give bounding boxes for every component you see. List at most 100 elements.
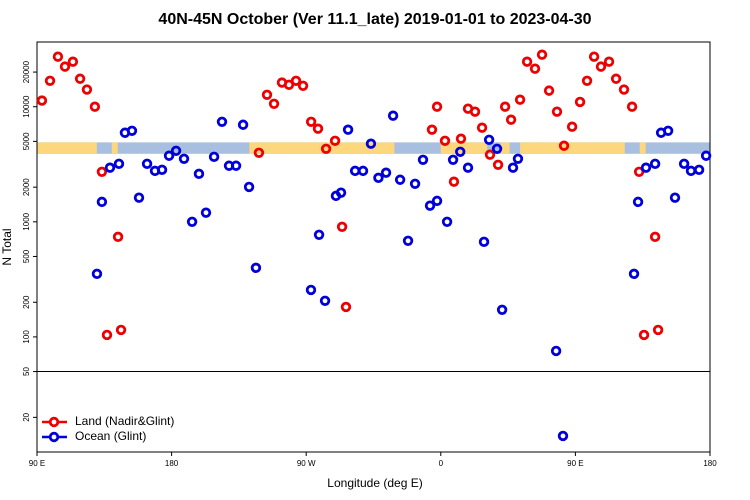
point — [649, 231, 661, 243]
point — [700, 150, 712, 161]
point — [156, 164, 168, 176]
point — [268, 98, 280, 110]
point — [141, 158, 153, 170]
point — [297, 80, 309, 91]
point — [36, 95, 48, 106]
point — [312, 123, 324, 134]
point — [455, 133, 467, 144]
point — [409, 178, 421, 189]
point — [618, 84, 630, 95]
point — [373, 172, 384, 184]
point — [638, 329, 650, 341]
land-band — [111, 142, 118, 154]
point — [439, 135, 451, 146]
point — [551, 106, 563, 117]
x-tick-label: 180 — [703, 459, 717, 468]
point — [91, 268, 103, 280]
point — [431, 195, 443, 207]
point — [640, 162, 652, 173]
point — [216, 116, 228, 127]
point — [365, 138, 377, 149]
point — [81, 84, 93, 95]
point — [115, 324, 127, 336]
plot-frame — [36, 41, 711, 453]
point — [426, 124, 438, 135]
point — [380, 167, 392, 178]
point — [101, 329, 113, 341]
y-tick-label: 500 — [22, 249, 31, 263]
y-tick-label: 200 — [22, 295, 31, 309]
point — [455, 146, 466, 157]
point — [431, 101, 443, 112]
point — [424, 200, 436, 211]
point — [74, 73, 86, 84]
point — [208, 151, 220, 163]
chart-title: 40N-45N October (Ver 11.1_late) 2019-01-… — [158, 11, 591, 28]
point — [243, 181, 255, 193]
point — [335, 187, 347, 198]
point — [305, 116, 317, 127]
point — [581, 75, 593, 86]
point — [104, 162, 116, 173]
point — [632, 196, 644, 208]
point — [126, 125, 138, 136]
point — [588, 51, 600, 62]
point — [484, 149, 496, 160]
point — [678, 158, 690, 170]
point — [491, 143, 503, 154]
point — [340, 301, 352, 313]
point — [448, 176, 460, 187]
point — [89, 101, 101, 112]
point — [387, 110, 399, 121]
point — [417, 154, 429, 165]
point — [336, 221, 348, 233]
point — [178, 153, 190, 164]
point — [685, 165, 697, 177]
point — [514, 94, 526, 105]
point — [499, 101, 511, 112]
point — [250, 262, 262, 274]
point — [96, 196, 108, 208]
y-tick-label: 50 — [22, 367, 31, 376]
point — [96, 166, 108, 177]
point — [329, 135, 341, 146]
point — [261, 89, 273, 100]
y-tick-label: 2000 — [22, 178, 31, 196]
point — [492, 159, 504, 170]
point — [693, 164, 705, 176]
y-tick-label: 1000 — [22, 212, 31, 230]
y-tick-label: 5000 — [22, 132, 31, 150]
point — [305, 284, 317, 296]
point — [628, 268, 640, 280]
point — [512, 153, 524, 164]
x-axis-label: Longitude (deg E) — [327, 476, 422, 490]
point — [521, 56, 533, 67]
point — [483, 134, 495, 145]
point — [230, 160, 242, 171]
point — [253, 147, 265, 158]
point — [112, 231, 124, 243]
x-tick-label: 180 — [165, 459, 179, 468]
legend-label: Land (Nadir&Glint) — [75, 414, 174, 428]
point — [290, 75, 302, 86]
point — [652, 324, 664, 336]
point — [357, 165, 369, 177]
point — [163, 150, 175, 161]
point — [476, 122, 488, 133]
point — [566, 121, 578, 132]
y-tick-label: 20 — [22, 412, 31, 421]
point — [669, 192, 681, 203]
point — [52, 51, 64, 62]
point — [649, 158, 661, 170]
point — [441, 216, 453, 228]
x-tick-label: 90 W — [297, 459, 316, 468]
point — [557, 430, 569, 442]
point — [447, 154, 459, 165]
point — [574, 96, 586, 108]
point — [478, 236, 490, 248]
point — [320, 143, 332, 154]
point — [342, 124, 354, 135]
point — [507, 162, 519, 173]
legend-label: Ocean (Glint) — [75, 429, 146, 443]
land-band — [500, 142, 510, 154]
